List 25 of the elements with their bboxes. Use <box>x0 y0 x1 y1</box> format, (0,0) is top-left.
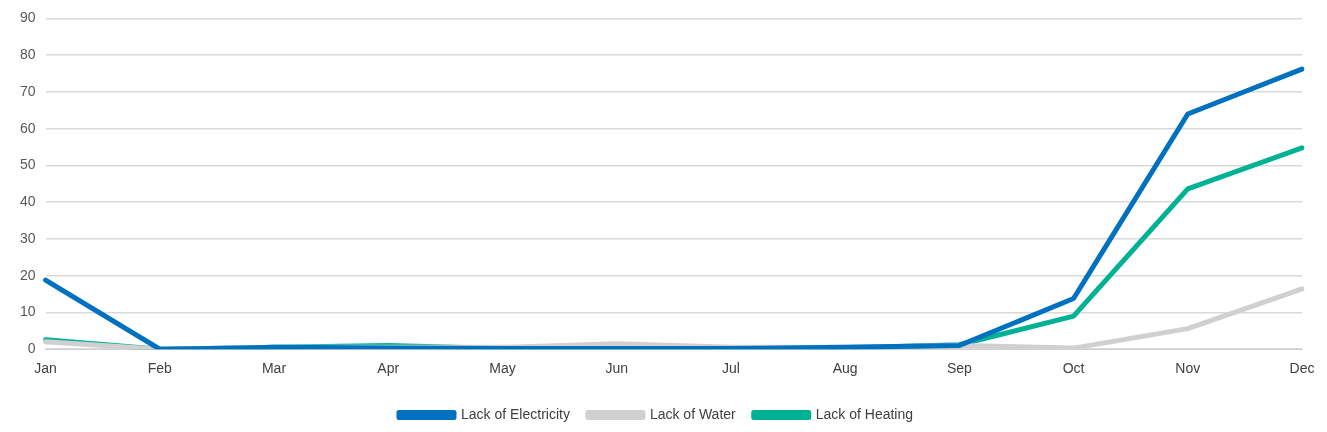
x-tick-label: Jan <box>34 360 57 377</box>
y-tick-label: 90 <box>19 9 36 26</box>
x-tick-label: Mar <box>261 360 287 377</box>
x-tick-label: Jun <box>605 360 628 377</box>
y-tick-label: 80 <box>19 46 36 63</box>
x-tick-label: Feb <box>147 360 173 377</box>
x-tick-label: Apr <box>377 360 400 377</box>
y-tick-label: 50 <box>19 156 36 173</box>
y-tick-label: 0 <box>27 340 36 357</box>
x-tick-label: Sep <box>946 360 972 377</box>
x-tick-label: Nov <box>1175 360 1201 377</box>
y-tick-label: 20 <box>19 266 36 283</box>
x-tick-label: Aug <box>832 360 858 377</box>
x-tick-label: May <box>489 360 516 377</box>
y-tick-label: 10 <box>19 303 36 320</box>
y-tick-label: 70 <box>19 82 36 99</box>
x-tick-label: Oct <box>1062 360 1085 377</box>
y-tick-label: 40 <box>19 193 36 210</box>
y-tick-label: 60 <box>19 119 36 136</box>
legend-label: Lack of Water <box>649 405 737 422</box>
legend-label: Lack of Heating <box>815 405 914 422</box>
x-tick-label: Dec <box>1289 360 1315 377</box>
y-tick-label: 30 <box>19 229 36 246</box>
legend-label: Lack of Electricity <box>460 405 570 422</box>
x-tick-label: Jul <box>721 360 740 377</box>
